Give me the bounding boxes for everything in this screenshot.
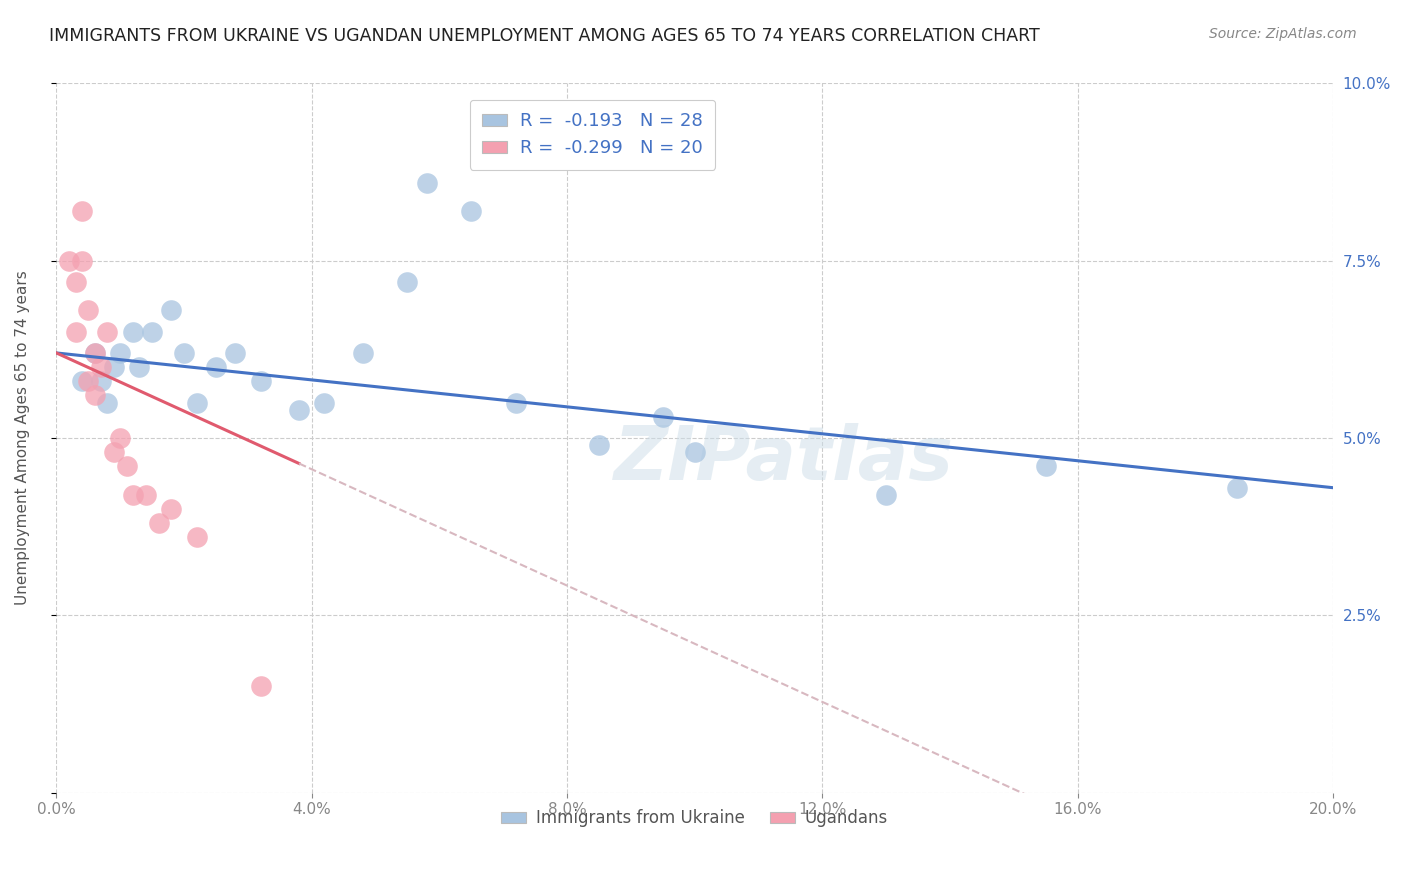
Point xyxy=(683,445,706,459)
Point xyxy=(65,325,87,339)
Point xyxy=(115,459,138,474)
Point xyxy=(122,488,145,502)
Point xyxy=(83,346,105,360)
Point xyxy=(173,346,195,360)
Point xyxy=(1226,481,1249,495)
Point xyxy=(128,360,150,375)
Point xyxy=(160,303,183,318)
Point xyxy=(224,346,246,360)
Point xyxy=(135,488,157,502)
Point xyxy=(186,395,208,409)
Point xyxy=(651,409,673,424)
Point xyxy=(505,395,527,409)
Point xyxy=(103,445,125,459)
Point xyxy=(352,346,374,360)
Text: IMMIGRANTS FROM UKRAINE VS UGANDAN UNEMPLOYMENT AMONG AGES 65 TO 74 YEARS CORREL: IMMIGRANTS FROM UKRAINE VS UGANDAN UNEMP… xyxy=(49,27,1040,45)
Point xyxy=(110,346,132,360)
Point xyxy=(83,346,105,360)
Point xyxy=(96,395,118,409)
Point xyxy=(90,374,112,388)
Point xyxy=(77,303,100,318)
Y-axis label: Unemployment Among Ages 65 to 74 years: Unemployment Among Ages 65 to 74 years xyxy=(15,270,30,606)
Point xyxy=(141,325,163,339)
Point xyxy=(1035,459,1057,474)
Legend: Immigrants from Ukraine, Ugandans: Immigrants from Ukraine, Ugandans xyxy=(495,803,894,834)
Point xyxy=(96,325,118,339)
Point xyxy=(65,275,87,289)
Text: ZIPatlas: ZIPatlas xyxy=(614,423,955,496)
Point xyxy=(58,253,80,268)
Point xyxy=(70,253,93,268)
Point xyxy=(103,360,125,375)
Point xyxy=(288,402,311,417)
Point xyxy=(70,374,93,388)
Point xyxy=(70,204,93,219)
Point xyxy=(160,502,183,516)
Point xyxy=(314,395,336,409)
Point xyxy=(415,176,437,190)
Point xyxy=(249,374,271,388)
Point xyxy=(83,388,105,402)
Point xyxy=(396,275,419,289)
Point xyxy=(148,516,170,530)
Point xyxy=(77,374,100,388)
Point xyxy=(588,438,610,452)
Point xyxy=(875,488,897,502)
Text: Source: ZipAtlas.com: Source: ZipAtlas.com xyxy=(1209,27,1357,41)
Point xyxy=(460,204,482,219)
Point xyxy=(249,679,271,693)
Point xyxy=(186,530,208,544)
Point xyxy=(122,325,145,339)
Point xyxy=(110,431,132,445)
Point xyxy=(205,360,228,375)
Point xyxy=(90,360,112,375)
